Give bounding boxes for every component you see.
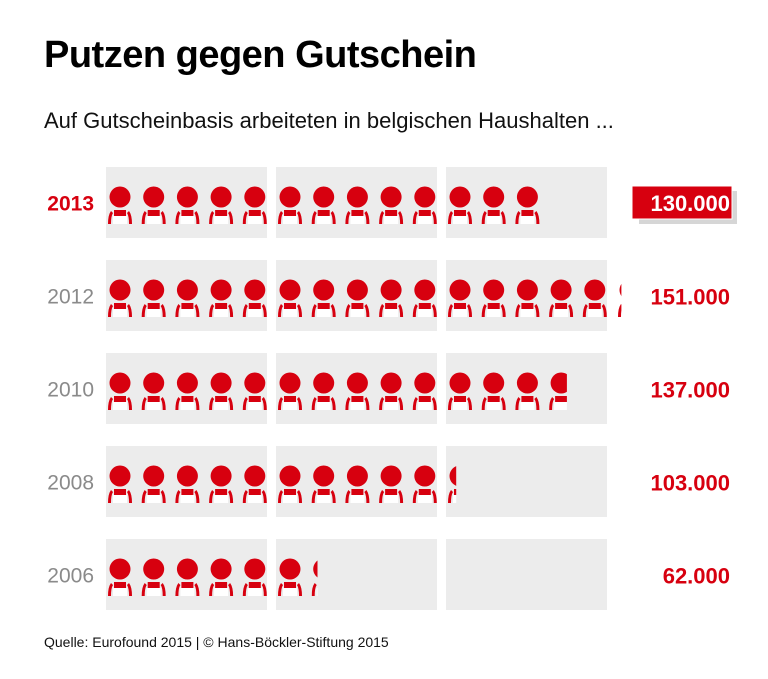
worker-icon: [448, 186, 472, 224]
worker-icon: [108, 279, 132, 317]
worker-icon: [242, 465, 267, 503]
worker-icon: [549, 279, 574, 317]
worker-icon: [515, 186, 540, 224]
worker-icon: [278, 465, 302, 503]
worker-icon: [618, 283, 622, 317]
source-note: Quelle: Eurofound 2015 | © Hans-Böckler-…: [44, 634, 389, 650]
worker-icon: [242, 186, 267, 224]
worker-icon: [108, 186, 132, 224]
year-label: 2006: [47, 565, 94, 588]
worker-icon: [278, 279, 302, 317]
value-label: 103.000: [650, 471, 730, 496]
worker-icon: [242, 372, 267, 410]
value-highlight-box: [631, 185, 733, 220]
worker-icon: [278, 186, 302, 224]
worker-icon: [481, 372, 506, 410]
value-label: 151.000: [650, 285, 730, 310]
year-label: 2012: [47, 286, 94, 309]
worker-icon: [242, 279, 267, 317]
worker-icon: [481, 186, 506, 224]
worker-icon: [175, 558, 200, 596]
worker-icon: [175, 186, 200, 224]
worker-icon: [379, 372, 404, 410]
chart-subtitle: Auf Gutscheinbasis arbeiteten in belgisc…: [44, 108, 614, 133]
worker-icon: [481, 279, 506, 317]
year-label: 2010: [47, 379, 94, 402]
worker-icon: [141, 465, 166, 503]
worker-icon: [412, 186, 437, 224]
worker-icon: [175, 372, 200, 410]
worker-icon: [412, 465, 437, 503]
worker-icon: [141, 279, 166, 317]
worker-icon: [412, 279, 437, 317]
worker-icon: [141, 186, 166, 224]
worker-icon: [379, 186, 404, 224]
worker-icon: [379, 279, 404, 317]
value-label: 137.000: [650, 378, 730, 403]
worker-icon: [108, 372, 132, 410]
worker-icon: [209, 186, 234, 224]
year-label: 2013: [47, 193, 94, 216]
worker-icon: [311, 186, 336, 224]
worker-icon: [412, 372, 437, 410]
worker-icon: [379, 465, 404, 503]
worker-icon: [141, 372, 166, 410]
worker-icon: [549, 372, 567, 410]
year-label: 2008: [47, 472, 94, 495]
worker-icon: [515, 372, 540, 410]
worker-icon: [345, 186, 370, 224]
worker-icon: [345, 279, 370, 317]
value-label: 62.000: [663, 564, 730, 589]
row-2013: 2013 130.000: [47, 167, 737, 238]
worker-icon: [209, 372, 234, 410]
chart-title: Putzen gegen Gutschein: [44, 34, 477, 76]
worker-icon: [175, 465, 200, 503]
worker-icon: [209, 279, 234, 317]
worker-icon: [345, 372, 370, 410]
worker-icon: [515, 279, 540, 317]
worker-icon: [141, 558, 166, 596]
worker-icon: [448, 279, 472, 317]
row-2006: 2006 62.000: [47, 539, 730, 610]
worker-icon: [345, 465, 370, 503]
worker-icon: [108, 558, 132, 596]
panel-background: [446, 446, 607, 517]
panel-background: [276, 539, 437, 610]
worker-icon: [175, 279, 200, 317]
worker-icon: [278, 372, 302, 410]
worker-icon: [278, 558, 302, 596]
worker-icon: [242, 558, 267, 596]
row-2012: 2012 151.000: [47, 260, 730, 331]
worker-icon: [209, 465, 234, 503]
row-2010: 2010 137.000: [47, 353, 730, 424]
value-label: 130.000: [650, 191, 730, 216]
worker-icon: [311, 465, 336, 503]
worker-icon: [108, 465, 132, 503]
worker-icon: [582, 279, 607, 317]
worker-icon: [311, 279, 336, 317]
worker-icon: [448, 466, 457, 503]
worker-icon: [311, 372, 336, 410]
panel-background: [446, 539, 607, 610]
worker-icon: [209, 558, 234, 596]
worker-icon: [311, 560, 318, 596]
worker-icon: [448, 372, 472, 410]
row-2008: 2008 103.000: [47, 446, 730, 517]
